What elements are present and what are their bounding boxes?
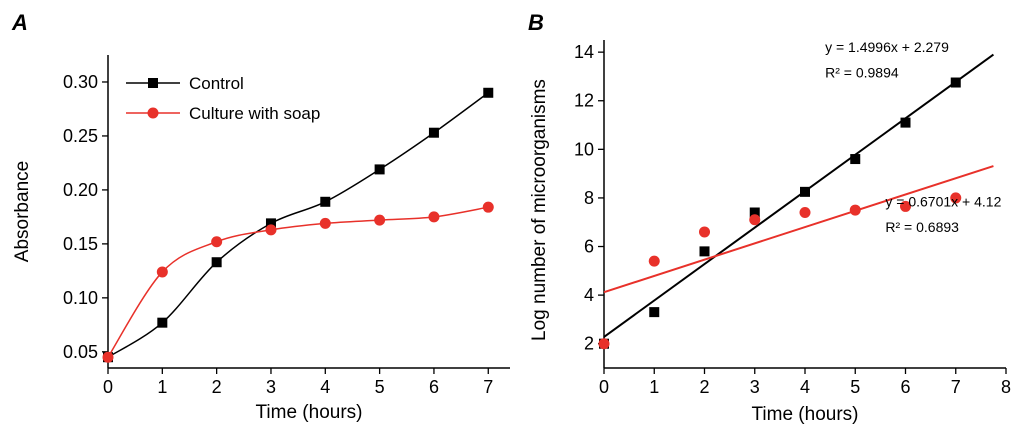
data-point-a-0	[320, 196, 331, 207]
x-tick-label-b: 1	[649, 377, 659, 397]
data-point-a-1	[102, 351, 114, 363]
y-tick-label-b: 4	[584, 285, 594, 305]
fit-r2-soap: R² = 0.6893	[885, 219, 959, 235]
y-tick-label-a: 0.05	[63, 342, 98, 362]
legend-label-control: Control	[189, 74, 244, 93]
fit-line-b-1	[603, 165, 994, 294]
data-point-a-1	[374, 214, 386, 226]
data-point-a-0	[211, 257, 222, 268]
data-point-b-1	[849, 204, 861, 216]
data-point-b-1	[900, 200, 911, 212]
data-point-a-0	[374, 164, 385, 175]
data-point-a-0	[428, 127, 439, 138]
data-point-b-0	[850, 154, 861, 165]
legend-marker-soap	[147, 107, 159, 119]
x-tick-label-b: 7	[951, 377, 961, 397]
data-point-a-1	[428, 211, 440, 223]
y-tick-label-a: 0.30	[63, 72, 98, 92]
x-tick-label-a: 6	[429, 377, 439, 397]
y-tick-label-a: 0.20	[63, 180, 98, 200]
x-axis-title-b: Time (hours)	[752, 404, 859, 425]
data-point-b-1	[648, 255, 660, 267]
panel-label-a: A	[11, 10, 28, 35]
legend-label-soap: Culture with soap	[189, 104, 320, 123]
x-tick-label-a: 0	[103, 377, 113, 397]
panel-label-b: B	[528, 10, 544, 35]
x-tick-label-a: 5	[375, 377, 385, 397]
data-point-b-0	[699, 246, 710, 257]
fit-line-b-0	[603, 53, 995, 338]
data-point-a-0	[483, 87, 494, 98]
y-axis-title-a: Absorbance	[12, 161, 33, 262]
x-axis-title-a: Time (hours)	[256, 402, 363, 423]
x-tick-label-a: 4	[320, 377, 330, 397]
data-point-a-1	[482, 201, 494, 213]
x-tick-label-b: 6	[900, 377, 910, 397]
series-line-a-1	[107, 206, 489, 358]
y-tick-label-b: 10	[574, 139, 594, 159]
x-tick-label-b: 4	[800, 377, 810, 397]
data-point-b-1	[749, 214, 761, 226]
x-tick-label-b: 8	[1001, 377, 1011, 397]
data-point-b-0	[900, 117, 911, 128]
data-point-b-1	[598, 338, 610, 350]
y-tick-label-a: 0.25	[63, 126, 98, 146]
data-point-a-1	[211, 236, 223, 248]
data-point-a-1	[156, 266, 168, 278]
y-tick-label-a: 0.10	[63, 288, 98, 308]
y-tick-label-a: 0.15	[63, 234, 98, 254]
x-tick-label-a: 1	[157, 377, 167, 397]
data-point-a-1	[265, 224, 277, 236]
data-point-a-0	[157, 317, 168, 328]
y-tick-label-b: 6	[584, 237, 594, 257]
data-point-b-0	[749, 207, 760, 218]
x-tick-label-a: 2	[212, 377, 222, 397]
data-point-b-1	[699, 226, 710, 238]
fit-equation-soap: y = 0.6701x + 4.12	[885, 193, 1001, 209]
data-point-b-0	[649, 307, 660, 318]
data-point-b-1	[799, 207, 811, 219]
y-tick-label-b: 2	[584, 334, 594, 354]
x-tick-label-a: 3	[266, 377, 276, 397]
data-point-b-1	[950, 192, 962, 204]
y-tick-label-b: 12	[574, 91, 594, 111]
fit-equation-control: y = 1.4996x + 2.279	[825, 39, 949, 55]
x-tick-label-b: 3	[750, 377, 760, 397]
data-point-a-0	[265, 218, 276, 229]
x-tick-label-a: 7	[483, 377, 493, 397]
x-tick-label-b: 5	[850, 377, 860, 397]
fit-r2-control: R² = 0.9894	[825, 65, 899, 81]
y-tick-label-b: 14	[574, 42, 594, 62]
y-axis-title-b: Log number of microorganisms	[529, 79, 550, 341]
data-point-a-1	[319, 217, 331, 229]
x-tick-label-b: 2	[699, 377, 709, 397]
x-tick-label-b: 0	[599, 377, 609, 397]
legend-marker-control	[148, 78, 158, 88]
data-point-b-0	[800, 186, 810, 197]
legend-a: Control Culture with soap	[126, 74, 320, 123]
chart-a: 0 1 2 3 4 5 6 7 0.05 0.10 0.15 0.20 0.25 0.30	[63, 55, 510, 397]
data-point-b-0	[950, 77, 961, 88]
y-tick-label-b: 8	[584, 188, 594, 208]
